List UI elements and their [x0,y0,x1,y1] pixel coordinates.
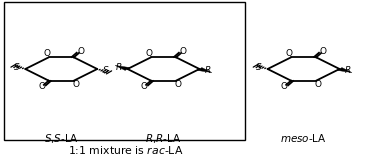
Text: O: O [146,49,152,58]
Text: O: O [315,80,321,88]
Text: $\it{R}$,$\it{R}$-LA: $\it{R}$,$\it{R}$-LA [146,132,182,145]
Polygon shape [197,68,212,73]
Text: 1:1 mixture is $\it{rac}$-LA: 1:1 mixture is $\it{rac}$-LA [68,144,183,156]
Bar [5,2,245,140]
Text: S: S [103,66,108,75]
Text: R: R [345,66,351,75]
Text: O: O [38,82,45,91]
Text: O: O [77,47,84,56]
Text: O: O [141,82,147,91]
Text: R: R [116,63,122,72]
Polygon shape [115,65,130,70]
Text: O: O [179,47,187,56]
Polygon shape [337,68,352,73]
Text: O: O [280,82,288,91]
Text: O: O [286,49,293,58]
Text: S: S [14,63,20,72]
Text: O: O [72,80,79,88]
Text: O: O [174,80,182,88]
Text: O: O [43,49,50,58]
Text: O: O [320,47,327,56]
Text: $\it{S}$,$\it{S}$-LA: $\it{S}$,$\it{S}$-LA [44,132,79,145]
Text: R: R [205,66,211,75]
Text: S: S [256,63,262,72]
Text: $\it{meso}$-LA: $\it{meso}$-LA [280,132,327,144]
